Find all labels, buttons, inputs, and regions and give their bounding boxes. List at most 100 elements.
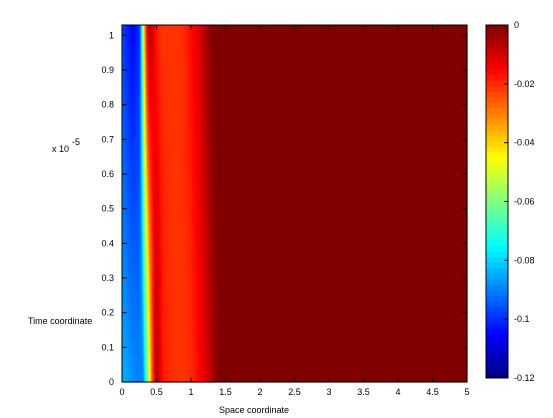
heatmap-cell <box>151 230 153 240</box>
heatmap-cell <box>209 257 211 267</box>
heatmap-cell <box>209 221 211 231</box>
heatmap-cell <box>186 230 188 240</box>
heatmap-cell <box>201 301 203 312</box>
heatmap-cell <box>200 212 202 222</box>
heatmap-cell <box>177 364 185 374</box>
heatmap-cell <box>144 221 146 231</box>
heatmap-cell <box>176 114 179 124</box>
heatmap-row <box>122 283 468 294</box>
heatmap-cell <box>125 248 127 258</box>
heatmap-cell <box>159 283 161 294</box>
colorbar-band <box>486 179 508 186</box>
heatmap-cell <box>176 149 179 160</box>
heatmap-cell <box>189 328 191 338</box>
heatmap-cell <box>142 33 144 44</box>
heatmap-cell <box>142 25 144 35</box>
heatmap-cell <box>199 194 201 205</box>
heatmap-cell <box>157 96 159 106</box>
heatmap-cell <box>139 176 141 187</box>
heatmap-cell <box>163 141 166 151</box>
heatmap-cell <box>164 301 166 312</box>
heatmap-cell <box>167 96 170 106</box>
heatmap-cell <box>187 42 189 53</box>
heatmap-cell <box>149 167 151 178</box>
heatmap-cell <box>145 337 147 347</box>
heatmap-cell <box>213 114 215 124</box>
heatmap-cell <box>211 212 213 222</box>
heatmap-cell <box>151 194 153 205</box>
heatmap-cell <box>149 185 151 196</box>
heatmap-cell <box>204 355 206 365</box>
heatmap-cell <box>158 167 160 178</box>
heatmap-cell <box>183 194 185 205</box>
heatmap-cell <box>144 158 146 169</box>
heatmap-cell <box>211 337 213 347</box>
heatmap-cell <box>155 248 157 258</box>
heatmap-cell <box>217 60 468 71</box>
heatmap-cell <box>217 310 219 321</box>
heatmap-cell <box>213 69 215 80</box>
heatmap-cell <box>131 283 133 294</box>
heatmap-cell <box>130 60 132 71</box>
heatmap-cell <box>191 221 193 231</box>
heatmap-cell <box>187 203 189 214</box>
heatmap-cell <box>132 319 134 330</box>
heatmap-cell <box>156 319 158 330</box>
heatmap-cell <box>135 257 139 267</box>
heatmap-cell <box>153 33 155 44</box>
heatmap-cell <box>203 292 205 303</box>
heatmap-cell <box>165 283 167 294</box>
heatmap-cell <box>193 167 195 178</box>
heatmap-cell <box>195 230 197 240</box>
heatmap-cell <box>148 274 150 285</box>
heatmap-cell <box>130 176 132 187</box>
heatmap-cell <box>160 132 162 142</box>
heatmap-cell <box>128 149 130 160</box>
heatmap-cell <box>169 283 171 294</box>
heatmap-cell <box>151 51 153 62</box>
heatmap-cell <box>178 114 180 124</box>
heatmap-cell <box>162 328 164 338</box>
heatmap-cell <box>125 141 127 151</box>
heatmap-cell <box>199 149 201 160</box>
heatmap-cell <box>184 42 186 53</box>
heatmap-cell <box>169 105 173 115</box>
heatmap-cell <box>199 33 201 44</box>
heatmap-cell <box>217 141 219 151</box>
heatmap-row <box>122 373 468 383</box>
heatmap-cell <box>203 60 205 71</box>
heatmap-cell <box>151 248 153 258</box>
heatmap-cell <box>184 141 186 151</box>
heatmap-cell <box>168 364 170 374</box>
heatmap-cell <box>170 158 173 169</box>
heatmap-cell <box>130 96 132 106</box>
heatmap-cell <box>159 51 161 62</box>
heatmap-cell <box>171 239 174 249</box>
heatmap-row <box>122 194 468 205</box>
heatmap-cell <box>202 96 204 106</box>
heatmap-cell <box>208 337 210 347</box>
heatmap-cell <box>192 69 194 80</box>
heatmap-cell <box>182 274 185 285</box>
heatmap-cell <box>179 283 183 294</box>
heatmap-cell <box>129 257 131 267</box>
heatmap-cell <box>215 283 217 294</box>
heatmap-cell <box>131 265 133 276</box>
heatmap-cell <box>128 194 130 205</box>
heatmap-cell <box>134 176 136 187</box>
heatmap-cell <box>185 25 187 35</box>
heatmap-cell <box>130 265 132 276</box>
heatmap-cell <box>136 364 138 374</box>
heatmap-cell <box>185 310 187 321</box>
heatmap-cell <box>188 141 190 151</box>
heatmap-cell <box>162 96 164 106</box>
heatmap-cell <box>147 25 149 35</box>
heatmap-cell <box>126 265 128 276</box>
heatmap-cell <box>184 51 186 62</box>
heatmap-cell <box>215 141 217 151</box>
heatmap-cell <box>167 248 169 258</box>
heatmap-cell <box>184 105 186 115</box>
heatmap-cell <box>185 328 187 338</box>
heatmap-cell <box>138 239 140 249</box>
heatmap-cell <box>134 33 136 44</box>
